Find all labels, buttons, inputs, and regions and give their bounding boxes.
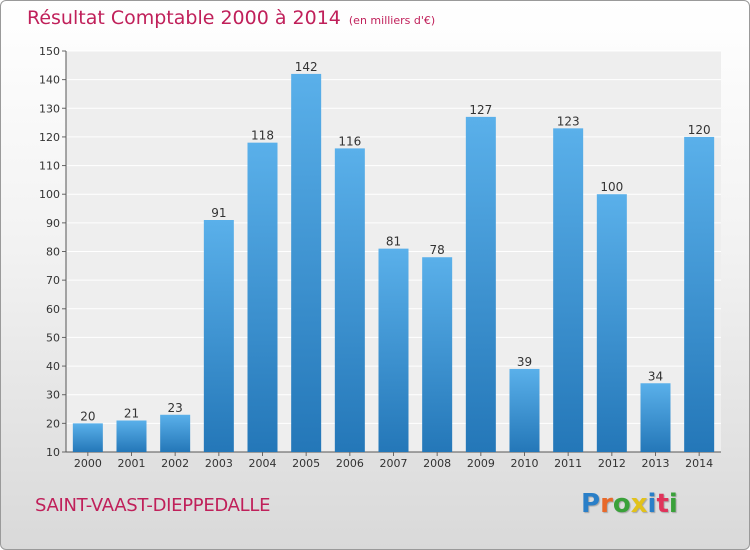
y-tick-label: 50 [46, 331, 60, 344]
y-tick-label: 90 [46, 217, 60, 230]
y-tick-label: 130 [39, 102, 60, 115]
data-label: 20 [80, 409, 95, 423]
x-tick-label: 2014 [685, 457, 713, 470]
x-tick-label: 2000 [74, 457, 102, 470]
logo-letter: P [581, 489, 601, 519]
logo-letter: x [630, 489, 648, 519]
data-label: 78 [430, 243, 445, 257]
x-tick-label: 2002 [161, 457, 189, 470]
x-tick-label: 2013 [642, 457, 670, 470]
x-tick-label: 2004 [249, 457, 277, 470]
bar [378, 248, 409, 452]
chart-subtitle: (en milliers d'€) [348, 14, 436, 27]
bar [596, 194, 627, 452]
bar [291, 73, 322, 453]
data-label: 142 [295, 60, 318, 74]
y-tick-label: 60 [46, 303, 60, 316]
x-tick-label: 2012 [598, 457, 626, 470]
proxiti-logo: Proxiti [581, 489, 678, 519]
data-label: 21 [124, 406, 139, 420]
data-label: 34 [648, 369, 663, 383]
data-label: 100 [600, 180, 623, 194]
data-label: 120 [688, 123, 711, 137]
y-tick-label: 30 [46, 389, 60, 402]
y-tick-label: 150 [39, 45, 60, 58]
logo-letter: r [600, 489, 613, 519]
y-tick-label: 70 [46, 274, 60, 287]
data-label: 123 [557, 114, 580, 128]
chart-title: Résultat Comptable 2000 à 2014 (en millie… [27, 7, 435, 29]
y-tick-label: 140 [39, 74, 60, 87]
data-label: 116 [338, 134, 361, 148]
title-text: Résultat Comptable 2000 à 2014 [27, 7, 341, 29]
bar [509, 368, 540, 452]
bar [334, 148, 365, 452]
y-tick-label: 100 [39, 188, 60, 201]
data-label: 127 [469, 103, 492, 117]
x-tick-label: 2005 [292, 457, 320, 470]
bar [247, 142, 278, 452]
x-tick-label: 2003 [205, 457, 233, 470]
x-tick-label: 2008 [423, 457, 451, 470]
y-tick-label: 40 [46, 360, 60, 373]
data-label: 81 [386, 235, 401, 249]
logo-letter: o [612, 489, 631, 519]
logo-letter: t [656, 489, 669, 519]
bar [684, 136, 715, 452]
commune-name: SAINT-VAAST-DIEPPEDALLE [35, 495, 271, 516]
x-tick-label: 2011 [554, 457, 582, 470]
data-label: 118 [251, 129, 274, 143]
data-label: 39 [517, 355, 532, 369]
x-tick-label: 2010 [511, 457, 539, 470]
bar [203, 219, 234, 452]
data-label: 23 [168, 401, 183, 415]
logo-letter: i [668, 489, 678, 519]
bar [160, 414, 191, 452]
data-label: 91 [211, 206, 226, 220]
y-tick-label: 110 [39, 160, 60, 173]
x-tick-label: 2009 [467, 457, 495, 470]
x-tick-label: 2001 [118, 457, 146, 470]
bar [422, 257, 453, 452]
bar [72, 423, 103, 452]
y-tick-label: 120 [39, 131, 60, 144]
y-tick-label: 10 [46, 446, 60, 459]
bar [465, 116, 496, 452]
bar [640, 383, 671, 452]
x-tick-label: 2006 [336, 457, 364, 470]
bar [553, 128, 584, 452]
bar [116, 420, 147, 452]
y-tick-label: 80 [46, 246, 60, 259]
logo-letter: i [647, 489, 657, 519]
y-tick-label: 20 [46, 417, 60, 430]
x-tick-label: 2007 [380, 457, 408, 470]
